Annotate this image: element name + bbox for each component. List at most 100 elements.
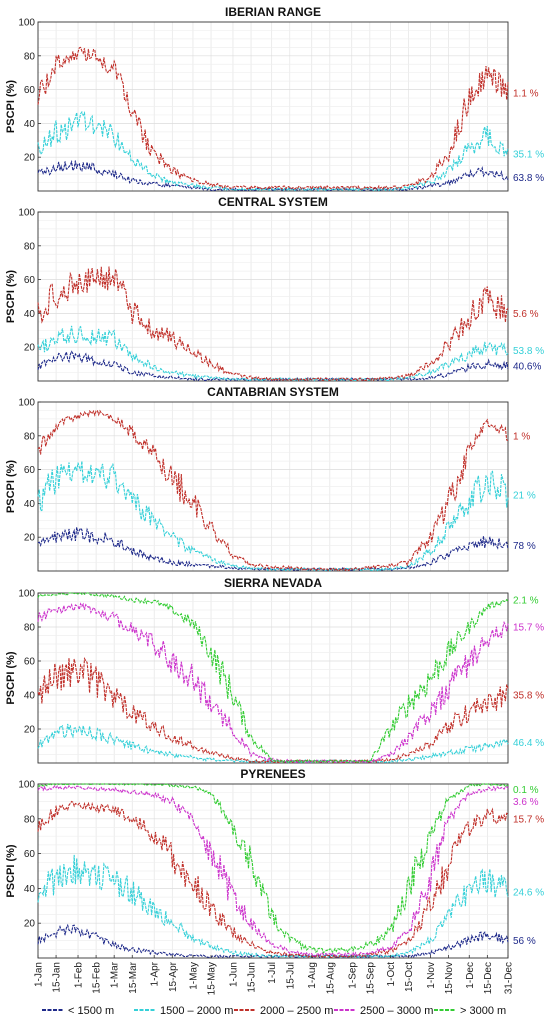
y-tick-label: 80 [24,814,36,825]
band-area-percent: 63.8 % [513,173,544,184]
band-area-percent: 56 % [513,936,536,947]
series-line [37,461,509,572]
band-area-percent: 15.7 % [513,814,544,825]
series-line [37,854,509,959]
x-tick-label: 15-Jun [247,962,258,993]
y-tick-label: 60 [24,465,36,476]
series-line [37,723,509,764]
y-axis-label: PSCPI (%) [5,80,17,134]
x-tick-label: 1-Nov [426,962,437,989]
band-area-percent: 46.4 % [513,738,544,749]
series-line [37,46,509,191]
x-tick-label: 15-Oct [404,962,415,992]
panel-central-system: CENTRAL SYSTEM 20 40 60 80 100 PSCPI (%) 5.6 % 5… [5,195,544,382]
x-tick-label: 15-Apr [168,961,179,992]
y-axis-label: PSCPI (%) [5,460,17,514]
x-tick-label: 15-Mar [128,961,139,993]
x-tick-label: 1-Aug [307,962,318,989]
y-tick-label: 40 [24,691,36,702]
band-area-percent: 35.1 % [513,149,544,160]
series-line [37,325,509,382]
y-tick-label: 100 [18,780,35,791]
band-area-percent: 3.6 % [513,797,539,808]
x-tick-label: 1-Jan [34,962,45,987]
series-line [37,784,509,958]
x-tick-label: 15-Aug [325,962,336,994]
panel-title: PYRENEES [240,767,305,781]
y-tick-label: 60 [24,85,36,96]
series-line [37,800,509,959]
y-axis-label: PSCPI (%) [5,651,17,705]
y-tick-label: 80 [24,241,36,252]
series-line [37,783,509,954]
x-tick-label: 1-Dec [465,962,476,989]
band-area-percent: 78 % [513,541,536,552]
x-tick-label: 15-Jan [52,962,63,993]
y-tick-label: 80 [24,51,36,62]
y-tick-label: 40 [24,119,36,130]
band-area-percent: 5.6 % [513,309,539,320]
series-line [37,409,509,572]
band-area-percent: 53.8 % [513,346,544,357]
series-line [37,527,509,572]
series-line [37,350,509,382]
x-tick-label: 1-Jul [267,962,278,984]
band-area-percent: 1 % [513,431,530,442]
x-tick-label: 1-Feb [74,962,85,989]
x-tick-label: 1-Jun [228,962,239,987]
band-area-percent: 24.6 % [513,887,544,898]
band-area-percent: 40.6% [513,361,541,372]
x-tick-label: 15-May [207,962,218,995]
series-line [37,159,509,192]
panel-iberian-range: IBERIAN RANGE 20 40 60 80 100 PSCPI (%) 1.1 % 35… [5,5,544,192]
y-tick-label: 100 [18,18,35,29]
panel-title: SIERRA NEVADA [224,576,322,590]
panel-title: IBERIAN RANGE [225,5,321,19]
legend-label: > 3000 m [460,1005,506,1017]
y-tick-label: 100 [18,208,35,219]
band-area-percent: 15.7 % [513,623,544,634]
x-tick-label: 15-Feb [92,962,103,994]
legend-label: 1500 – 2000 m [160,1005,233,1017]
x-tick-label: 15-Nov [444,962,455,994]
panel-pyrenees: PYRENEES 20 40 60 80 100 PSCPI (%) 0.1 %3.6 % 15… [5,767,544,959]
y-tick-label: 20 [24,153,36,164]
series-line [37,602,509,764]
band-area-percent: 21 % [513,490,536,501]
panel-cantabrian-system: CANTABRIAN SYSTEM 20 40 60 80 100 PSCPI (%) 1 %… [5,385,536,572]
panel-title: CANTABRIAN SYSTEM [207,385,339,399]
legend: < 1500 m 1500 – 2000 m 2000 – 2500 m 2500 –… [42,1005,506,1017]
y-tick-label: 60 [24,657,36,668]
y-tick-label: 40 [24,499,36,510]
plot-frame [37,401,509,572]
panel-sierra-nevada: SIERRA NEVADA 20 40 60 80 100 PSCPI (%) 2.1 % 15… [5,576,544,764]
y-tick-label: 100 [18,398,35,409]
band-area-percent: 1.1 % [513,88,539,99]
y-tick-label: 60 [24,849,36,860]
legend-label: 2000 – 2500 m [260,1005,333,1017]
y-axis-label: PSCPI (%) [5,844,17,898]
legend-label: < 1500 m [68,1005,114,1017]
x-tick-label: 15-Sep [365,962,376,995]
y-tick-label: 40 [24,309,36,320]
band-area-percent: 2.1 % [513,595,539,606]
y-tick-label: 80 [24,431,36,442]
series-line [37,657,509,764]
x-tick-label: 1-Mar [110,961,121,988]
x-tick-label: 15-Jul [285,962,296,989]
plot-frame [37,592,509,764]
x-tick-label: 1-May [188,962,199,990]
x-tick-label: 1-Sep [347,962,358,989]
series-line [37,266,509,382]
x-tick-label: 1-Apr [150,961,161,986]
y-tick-label: 20 [24,919,36,930]
y-tick-label: 60 [24,275,36,286]
band-area-percent: 0.1 % [513,785,539,796]
band-area-percent: 35.8 % [513,691,544,702]
plot-frame [37,783,509,959]
y-axis-label: PSCPI (%) [5,270,17,324]
x-tick-label: 1-Oct [386,962,397,987]
x-tick-label: 31-Dec [504,962,515,994]
panel-title: CENTRAL SYSTEM [218,195,328,209]
